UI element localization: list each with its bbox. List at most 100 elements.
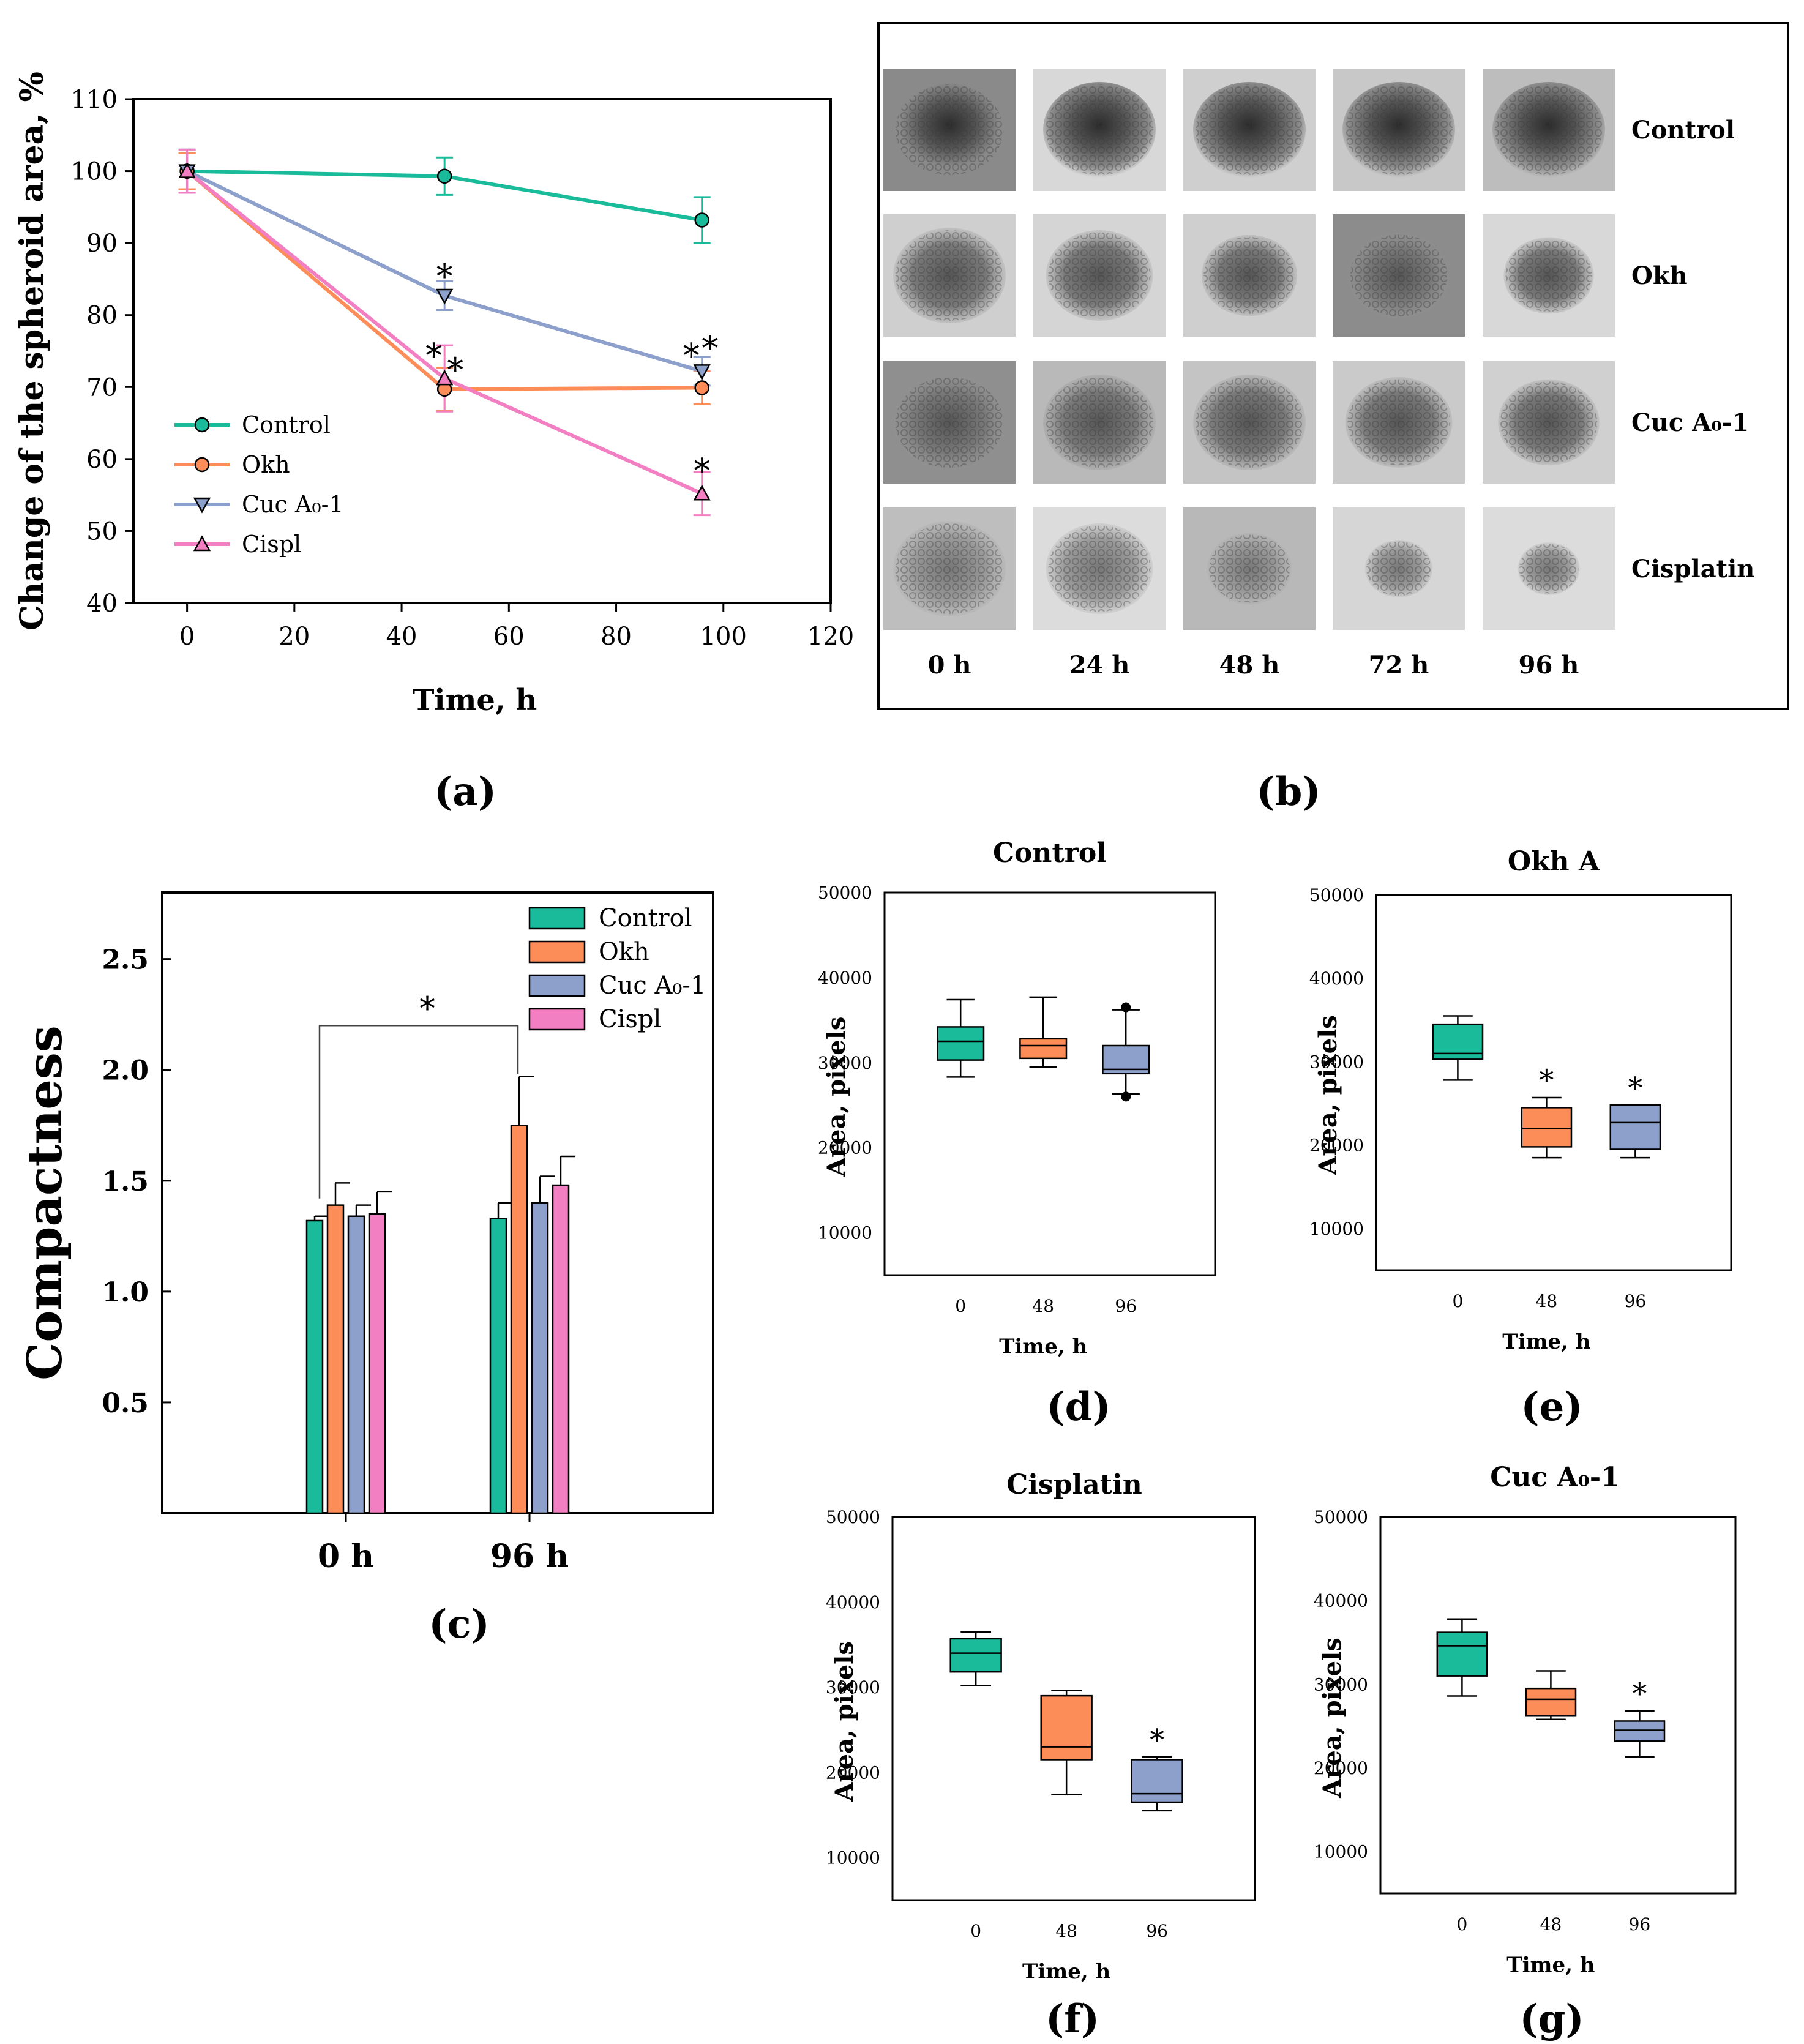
significance-star-a: * [702,329,718,368]
box-outlier-d [1121,1002,1131,1013]
significance-star-a: * [694,452,710,490]
significance-star-a: * [425,337,442,375]
y-tick-label-f: 50000 [826,1507,880,1527]
spheroid-texture [1345,84,1453,175]
legend-label-cispl: Cispl [242,531,301,558]
legend-label-cuc: Cuc A₀-1 [599,971,706,1000]
box-g [1525,1687,1577,1717]
y-axis-title-e: Area, pixels [1314,1015,1342,1176]
legend-label-cispl: Cispl [599,1005,661,1033]
y-tick-label-g: 40000 [1314,1591,1368,1611]
box-d [1019,1038,1068,1060]
box-chart-g: Cuc A₀-1 10000 20000 30000 40000 50000 Area, p… [1314,1462,1737,1977]
significance-star-e: * [1539,1063,1554,1098]
data-point-cispl [178,162,196,178]
legend-label-okh: Okh [599,938,649,966]
legend-swatch-control [528,907,586,930]
row-label: Cisplatin [1631,555,1754,583]
x-tick-label-a: 80 [601,623,632,651]
x-tick-label-a: 120 [807,623,854,651]
row-label: Cuc A₀-1 [1631,408,1749,437]
y-axis-title-a: Change of the spheroid area, % [13,72,51,631]
box-e [1609,1104,1661,1150]
spheroid-texture [1500,381,1598,463]
y-tick-label-a: 100 [71,158,118,186]
bar-control [489,1218,507,1514]
y-tick-label-a: 50 [86,517,118,545]
panel-label-g: (g) [1519,1996,1584,2042]
y-tick-label-a: 70 [86,373,118,402]
bar-control [305,1219,324,1514]
spheroid-texture [1048,232,1151,319]
spheroid-texture [1046,377,1153,468]
spheroid-texture [896,377,1003,468]
y-tick-label-e: 30000 [1309,1052,1364,1072]
time-label: 0 h [928,651,971,679]
x-axis-title-g: Time, h [1506,1953,1595,1977]
y-tick-label-c: 0.5 [102,1388,149,1419]
y-tick-label-f: 20000 [826,1762,880,1783]
data-point-control [694,212,709,228]
y-tick-label-d: 20000 [818,1138,872,1158]
data-point-okh [694,380,709,395]
x-tick-label-g: 48 [1540,1914,1562,1934]
y-tick-label-d: 40000 [818,968,872,988]
bar-okh [326,1204,345,1514]
bar-cispl [552,1184,570,1514]
time-label: 96 h [1519,651,1579,679]
box-f [949,1638,1002,1673]
significance-star-g: * [1632,1677,1647,1711]
spheroid-texture [1209,534,1290,603]
data-point-cispl [436,369,454,386]
x-tick-label-d: 96 [1115,1296,1137,1316]
x-tick-label-a: 40 [386,623,417,651]
x-tick-label-a: 0 [179,623,195,651]
legend-marker-okh [194,457,210,473]
legend-marker-cispl [193,535,211,552]
box-d [937,1026,985,1061]
bar-cuc [347,1215,365,1514]
line-chart-a: 0 20 40 60 80 100 120 40 50 60 70 80 90 100 110 Time, h… [13,72,854,717]
chart-title-e: Okh A [1508,846,1600,877]
plot-frame-e [1375,894,1732,1271]
x-tick-label-e: 96 [1625,1291,1647,1311]
x-tick-label-d: 0 [955,1296,966,1316]
y-tick-label-f: 40000 [826,1592,880,1612]
box-f [1131,1759,1183,1803]
bar-chart-c: 0.5 1.0 1.5 2.0 2.5 Compactness 0 h 96 h * Contro… [17,891,714,1575]
y-tick-label-g: 50000 [1314,1507,1368,1527]
y-tick-label-c: 2.5 [102,945,149,976]
spheroid-texture [1347,379,1450,466]
spheroid-texture [896,84,1003,175]
x-tick-label-f: 48 [1055,1921,1077,1941]
row-label: Control [1631,116,1735,144]
y-tick-label-f: 10000 [826,1847,880,1868]
x-tick-label-a: 20 [279,623,310,651]
time-label: 72 h [1369,651,1429,679]
x-tick-label-g: 0 [1456,1914,1467,1934]
y-tick-label-c: 2.0 [102,1055,149,1087]
y-axis-title-g: Area, pixels [1318,1638,1347,1799]
y-tick-label-a: 110 [71,86,118,114]
chart-title-d: Control [993,837,1107,869]
x-tick-label-f: 96 [1146,1921,1168,1941]
legend-label-control: Control [242,411,331,438]
significance-bracket-c [318,1025,519,1199]
x-axis-title-e: Time, h [1502,1330,1590,1354]
spheroid-texture [1196,377,1303,468]
y-tick-label-g: 10000 [1314,1842,1368,1862]
spheroid-texture [896,230,1003,321]
spheroid-texture [1196,84,1303,175]
box-chart-d: Control 10000 20000 30000 40000 50000 Area, pi… [818,837,1216,1359]
legend-label-cuc: Cuc A₀-1 [242,491,344,518]
box-g [1614,1720,1666,1742]
spheroid-texture [1366,541,1431,596]
box-chart-e: Okh A 10000 20000 30000 40000 50000 Area, pixe… [1309,846,1732,1354]
x-tick-label-c: 96 h [490,1538,569,1575]
significance-star-f: * [1150,1723,1164,1757]
x-tick-label-g: 96 [1629,1914,1651,1934]
panel-label-a: (a) [434,769,496,815]
x-axis-title-d: Time, h [999,1335,1087,1359]
legend-marker-control [194,417,210,433]
bar-cispl [368,1213,386,1514]
